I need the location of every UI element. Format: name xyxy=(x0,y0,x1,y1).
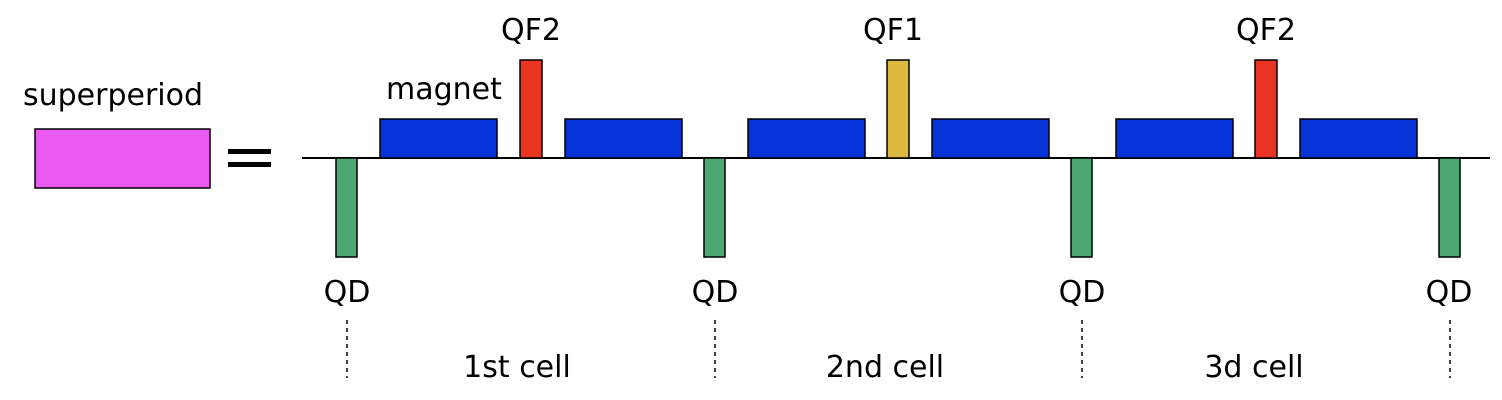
qd-label: QD xyxy=(692,275,739,310)
qd-quadrupole xyxy=(1438,157,1461,258)
qf2-label: QF2 xyxy=(501,13,561,48)
qd-label: QD xyxy=(1426,275,1473,310)
qd-label: QD xyxy=(324,275,371,310)
superperiod-label: superperiod xyxy=(23,78,203,113)
magnet-block xyxy=(564,118,683,159)
qd-quadrupole xyxy=(703,157,726,258)
magnet-block xyxy=(1299,118,1418,159)
qf2-quadrupole xyxy=(1254,59,1278,159)
magnet-block xyxy=(931,118,1050,159)
magnet-label: magnet xyxy=(386,72,502,107)
qd-label: QD xyxy=(1059,275,1106,310)
qf1-label: QF1 xyxy=(863,13,923,48)
qf2-label: QF2 xyxy=(1236,13,1296,48)
cell-label: 1st cell xyxy=(463,350,571,385)
equals-sign-top-bar xyxy=(228,149,271,154)
cell-label: 2nd cell xyxy=(826,350,944,385)
qd-quadrupole xyxy=(1070,157,1093,258)
qf1-quadrupole xyxy=(886,59,910,159)
magnet-block xyxy=(379,118,498,159)
magnet-block xyxy=(1115,118,1234,159)
superperiod-box xyxy=(34,128,211,189)
equals-sign-bottom-bar xyxy=(228,162,271,167)
qd-quadrupole xyxy=(335,157,358,258)
qf2-quadrupole xyxy=(519,59,543,159)
cell-label: 3d cell xyxy=(1204,350,1303,385)
magnet-block xyxy=(747,118,866,159)
